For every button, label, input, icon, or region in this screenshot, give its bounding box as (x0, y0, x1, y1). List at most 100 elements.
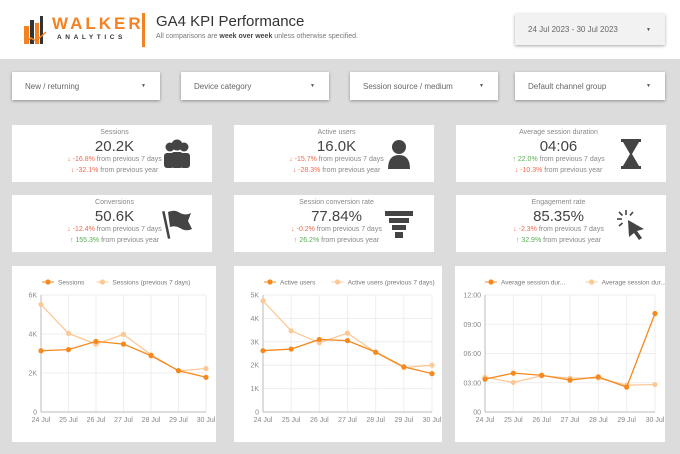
x-tick-label: 29 Jul (617, 417, 636, 424)
kpi-value: 20.2K (94, 138, 135, 155)
kpi-delta-year: ↓ -10.3% from previous year (514, 167, 603, 174)
caret-down-icon: ▼ (310, 83, 315, 89)
data-point (510, 370, 516, 376)
filter-new-returning[interactable]: New / returning ▼ (12, 72, 160, 100)
kpi-delta-week: ↓ -12.4% from previous 7 days (67, 226, 162, 233)
arrow-down-icon: ↓ (513, 226, 519, 233)
data-point (482, 376, 488, 382)
arrow-up-icon: ↑ (293, 237, 300, 244)
y-tick-label: 0 (33, 410, 37, 417)
data-point (65, 347, 72, 353)
arrow-up-icon: ↑ (69, 237, 76, 244)
x-tick-label: 27 Jul (114, 417, 133, 424)
y-tick-label: 2K (250, 363, 259, 370)
y-tick-label: 06:00 (463, 351, 481, 358)
x-tick-label: 27 Jul (561, 417, 580, 424)
data-point (93, 338, 99, 345)
funnel-icon (385, 211, 413, 238)
legend-label: Active users (previous 7 days) (348, 280, 435, 287)
x-tick-label: 30 Jul (423, 417, 442, 424)
legend-marker (589, 279, 595, 285)
kpi-delta-week: ↓ -16.8% from previous 7 days (67, 156, 162, 163)
kpi-delta-week: ↓ -15.7% from previous 7 days (289, 156, 384, 163)
caret-down-icon: ▼ (479, 83, 484, 89)
legend-marker (45, 279, 51, 285)
kpi-label: Active users (317, 129, 356, 136)
y-tick-label: 6K (28, 293, 37, 300)
data-point (567, 377, 573, 383)
data-point (288, 346, 294, 352)
filter-default-channel-group[interactable]: Default channel group ▼ (515, 72, 665, 100)
kpi-value: 85.35% (533, 208, 584, 225)
data-point (203, 365, 209, 372)
arrow-down-icon: ↓ (291, 226, 297, 233)
arrow-up-icon: ↑ (512, 156, 518, 163)
data-point (65, 330, 72, 337)
logo-bars-icon (24, 16, 47, 44)
data-point (373, 349, 379, 355)
data-point (316, 336, 322, 343)
y-tick-label: 03:00 (463, 380, 481, 387)
kpi-value: 04:06 (539, 138, 578, 155)
y-tick-label: 5K (250, 293, 259, 300)
kpi-label: Sessions (100, 129, 129, 136)
data-point (344, 338, 351, 344)
data-point (652, 310, 658, 317)
data-point (401, 364, 407, 370)
arrow-down-icon: ↓ (292, 167, 299, 174)
kpi-card-session-conversion-rate: Session conversion rate 77.84% ↓ -0.2% f… (234, 195, 434, 252)
x-tick-label: 26 Jul (532, 417, 551, 424)
x-tick-label: 28 Jul (142, 417, 161, 424)
kpi-label: Average session duration (519, 129, 598, 136)
data-point (203, 374, 209, 380)
title-divider (142, 13, 145, 47)
data-point (429, 362, 435, 368)
filter-session-source-medium[interactable]: Session source / medium ▼ (350, 72, 498, 100)
x-tick-label: 24 Jul (476, 417, 495, 424)
data-point (120, 341, 127, 347)
y-tick-label: 0 (255, 410, 259, 417)
kpi-label: Conversions (95, 199, 134, 206)
kpi-card-active-users: Active users 16.0K ↓ -15.7% from previou… (234, 125, 434, 182)
avg-session-duration-chart: 00 03:00 06:00 09:00 12:00 24 Jul 25 Jul 26 Jul… (455, 266, 666, 442)
x-tick-label: 27 Jul (338, 417, 357, 424)
data-point (344, 330, 351, 336)
x-tick-label: 25 Jul (59, 417, 78, 424)
kpi-value: 50.6K (94, 208, 135, 225)
data-point (148, 353, 154, 359)
legend-marker (335, 279, 341, 285)
legend-marker (488, 279, 494, 285)
kpi-delta-year: ↑ 32.9% from previous year (515, 237, 602, 244)
data-point (595, 374, 601, 380)
date-range-picker[interactable]: 24 Jul 2023 - 30 Jul 2023 ▼ (515, 14, 665, 45)
filter-device-category[interactable]: Device category ▼ (181, 72, 329, 100)
x-tick-label: 25 Jul (504, 417, 523, 424)
kpi-delta-year: ↓ -32.1% from previous year (70, 167, 159, 174)
x-tick-label: 30 Jul (197, 417, 216, 424)
caret-down-icon: ▼ (646, 26, 651, 33)
arrow-down-icon: ↓ (70, 167, 77, 174)
x-tick-label: 24 Jul (254, 417, 273, 424)
kpi-label: Engagement rate (531, 199, 586, 206)
click-cursor-icon (617, 210, 644, 240)
kpi-card-engagement-rate: Engagement rate 85.35% ↓ -2.3% from prev… (456, 195, 666, 252)
data-point (539, 372, 545, 378)
y-tick-label: 2K (28, 371, 37, 378)
x-tick-label: 26 Jul (87, 417, 106, 424)
y-tick-label: 3K (250, 339, 259, 346)
data-point (120, 331, 127, 337)
data-point (260, 298, 266, 304)
x-tick-label: 26 Jul (310, 417, 329, 424)
x-tick-label: 25 Jul (282, 417, 301, 424)
flag-icon (162, 210, 192, 239)
kpi-value: 16.0K (316, 138, 357, 155)
group-icon (164, 139, 190, 168)
arrow-down-icon: ↓ (514, 167, 521, 174)
legend-label: Active users (280, 280, 316, 287)
legend-marker (267, 279, 273, 285)
legend-label: Sessions (previous 7 days) (112, 280, 190, 287)
arrow-down-icon: ↓ (289, 156, 295, 163)
sessions-chart: 0 2K 4K 6K 24 Jul 25 Jul 26 Jul 27 Jul 28 Jul 29 … (12, 266, 216, 442)
y-tick-label: 4K (28, 332, 37, 339)
kpi-delta-week: ↓ -2.3% from previous 7 days (513, 226, 604, 233)
